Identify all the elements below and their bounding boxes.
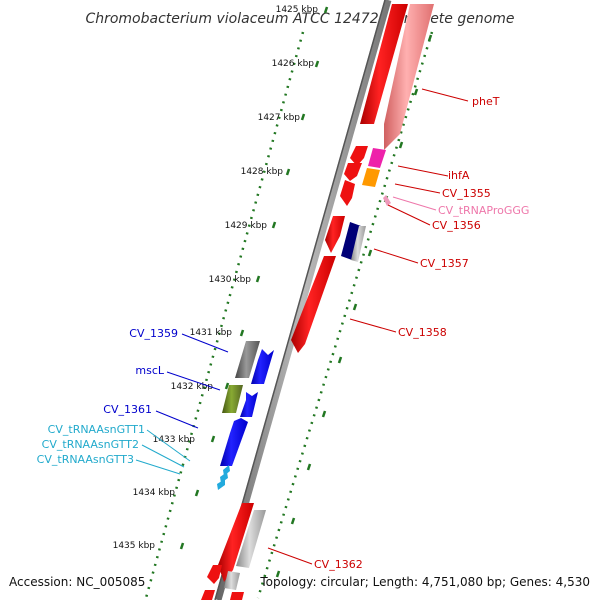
gene-CV_1358[interactable] — [291, 256, 336, 353]
gene-CV_1362[interactable] — [236, 510, 266, 568]
gene-red-lower-1[interactable] — [218, 503, 254, 582]
label-CV_1361[interactable]: CV_1361 — [103, 403, 152, 416]
label-pheT[interactable]: pheT — [472, 95, 500, 108]
gene-red-lower-4[interactable] — [230, 592, 244, 600]
inner-dotted-guide — [256, 31, 434, 599]
tick-label: 1431 kbp — [190, 328, 233, 338]
gene-CV_1356[interactable] — [340, 180, 355, 206]
label-CV_tRNAAsnGTT3[interactable]: CV_tRNAAsnGTT3 — [37, 453, 134, 466]
right-label-leaders — [267, 88, 469, 565]
tick-label: 1428 kbp — [241, 167, 284, 177]
gene-ihfA[interactable] — [368, 148, 386, 168]
gene-CV_1357-navy[interactable] — [341, 222, 361, 260]
tick-label: 1430 kbp — [209, 275, 252, 285]
gene-mscL[interactable] — [222, 385, 243, 413]
genome-summary-text: Topology: circular; Length: 4,751,080 bp… — [259, 575, 590, 589]
gene-small-red-2[interactable] — [344, 163, 362, 181]
label-CV_tRNAAsnGTT1[interactable]: CV_tRNAAsnGTT1 — [48, 423, 145, 436]
genome-backbone — [214, 0, 392, 600]
trna-CV_tRNAAsnGTT1[interactable] — [223, 465, 230, 476]
gene-grey-lower[interactable] — [224, 571, 240, 590]
outer-dotted-guide — [144, 31, 305, 599]
trna-CV_tRNAAsnGTT2[interactable] — [220, 472, 228, 483]
gene-blue-1361a[interactable] — [240, 392, 258, 417]
gene-CV_1361[interactable] — [220, 418, 248, 466]
gene-red-lower-2[interactable] — [207, 565, 222, 584]
tick-label: 1427 kbp — [258, 113, 301, 123]
label-CV_tRNAProGGG[interactable]: CV_tRNAProGGG — [438, 204, 529, 217]
trna-CV_tRNAAsnGTT3[interactable] — [217, 479, 225, 490]
gene-red-lower-3[interactable] — [201, 590, 215, 600]
label-ihfA[interactable]: ihfA — [448, 169, 470, 182]
trna-label-leaders — [135, 429, 191, 475]
genome-backbone-edge — [214, 0, 386, 600]
trna-pro-leader — [392, 196, 437, 211]
tick-label: 1426 kbp — [272, 59, 315, 69]
gene-red-1357-left[interactable] — [325, 216, 345, 253]
left-label-leaders — [155, 333, 229, 429]
gene-pheT[interactable] — [384, 4, 434, 150]
tick-label: 1432 kbp — [171, 382, 214, 392]
tick-label: 1425 kbp — [276, 5, 319, 15]
tick-label: 1433 kbp — [153, 435, 196, 445]
accession-text: Accession: NC_005085 — [9, 575, 145, 589]
tick-label: 1435 kbp — [113, 541, 156, 551]
gene-CV_1355[interactable] — [362, 168, 380, 187]
label-CV_1355[interactable]: CV_1355 — [442, 187, 491, 200]
label-CV_1362[interactable]: CV_1362 — [314, 558, 363, 571]
gene-CV_1359[interactable] — [235, 341, 260, 378]
gene-pheS[interactable] — [360, 4, 408, 124]
label-CV_1357[interactable]: CV_1357 — [420, 257, 469, 270]
gene-mscL-neighbor[interactable] — [251, 349, 274, 384]
label-CV_tRNAAsnGTT2[interactable]: CV_tRNAAsnGTT2 — [42, 438, 139, 451]
label-CV_1356[interactable]: CV_1356 — [432, 219, 481, 232]
label-CV_1358[interactable]: CV_1358 — [398, 326, 447, 339]
tick-label: 1429 kbp — [225, 221, 268, 231]
label-CV_1359[interactable]: CV_1359 — [129, 327, 178, 340]
trna-CV_tRNAProGGG[interactable] — [383, 195, 391, 206]
tick-labels: 1425 kbp 1426 kbp 1427 kbp 1428 kbp 1429… — [113, 5, 319, 551]
tick-label: 1434 kbp — [133, 488, 176, 498]
gene-small-red-1[interactable] — [350, 146, 368, 166]
gene-CV_1357-grey[interactable] — [351, 226, 366, 262]
label-mscL[interactable]: mscL — [135, 364, 164, 377]
major-ticks — [179, 6, 329, 550]
